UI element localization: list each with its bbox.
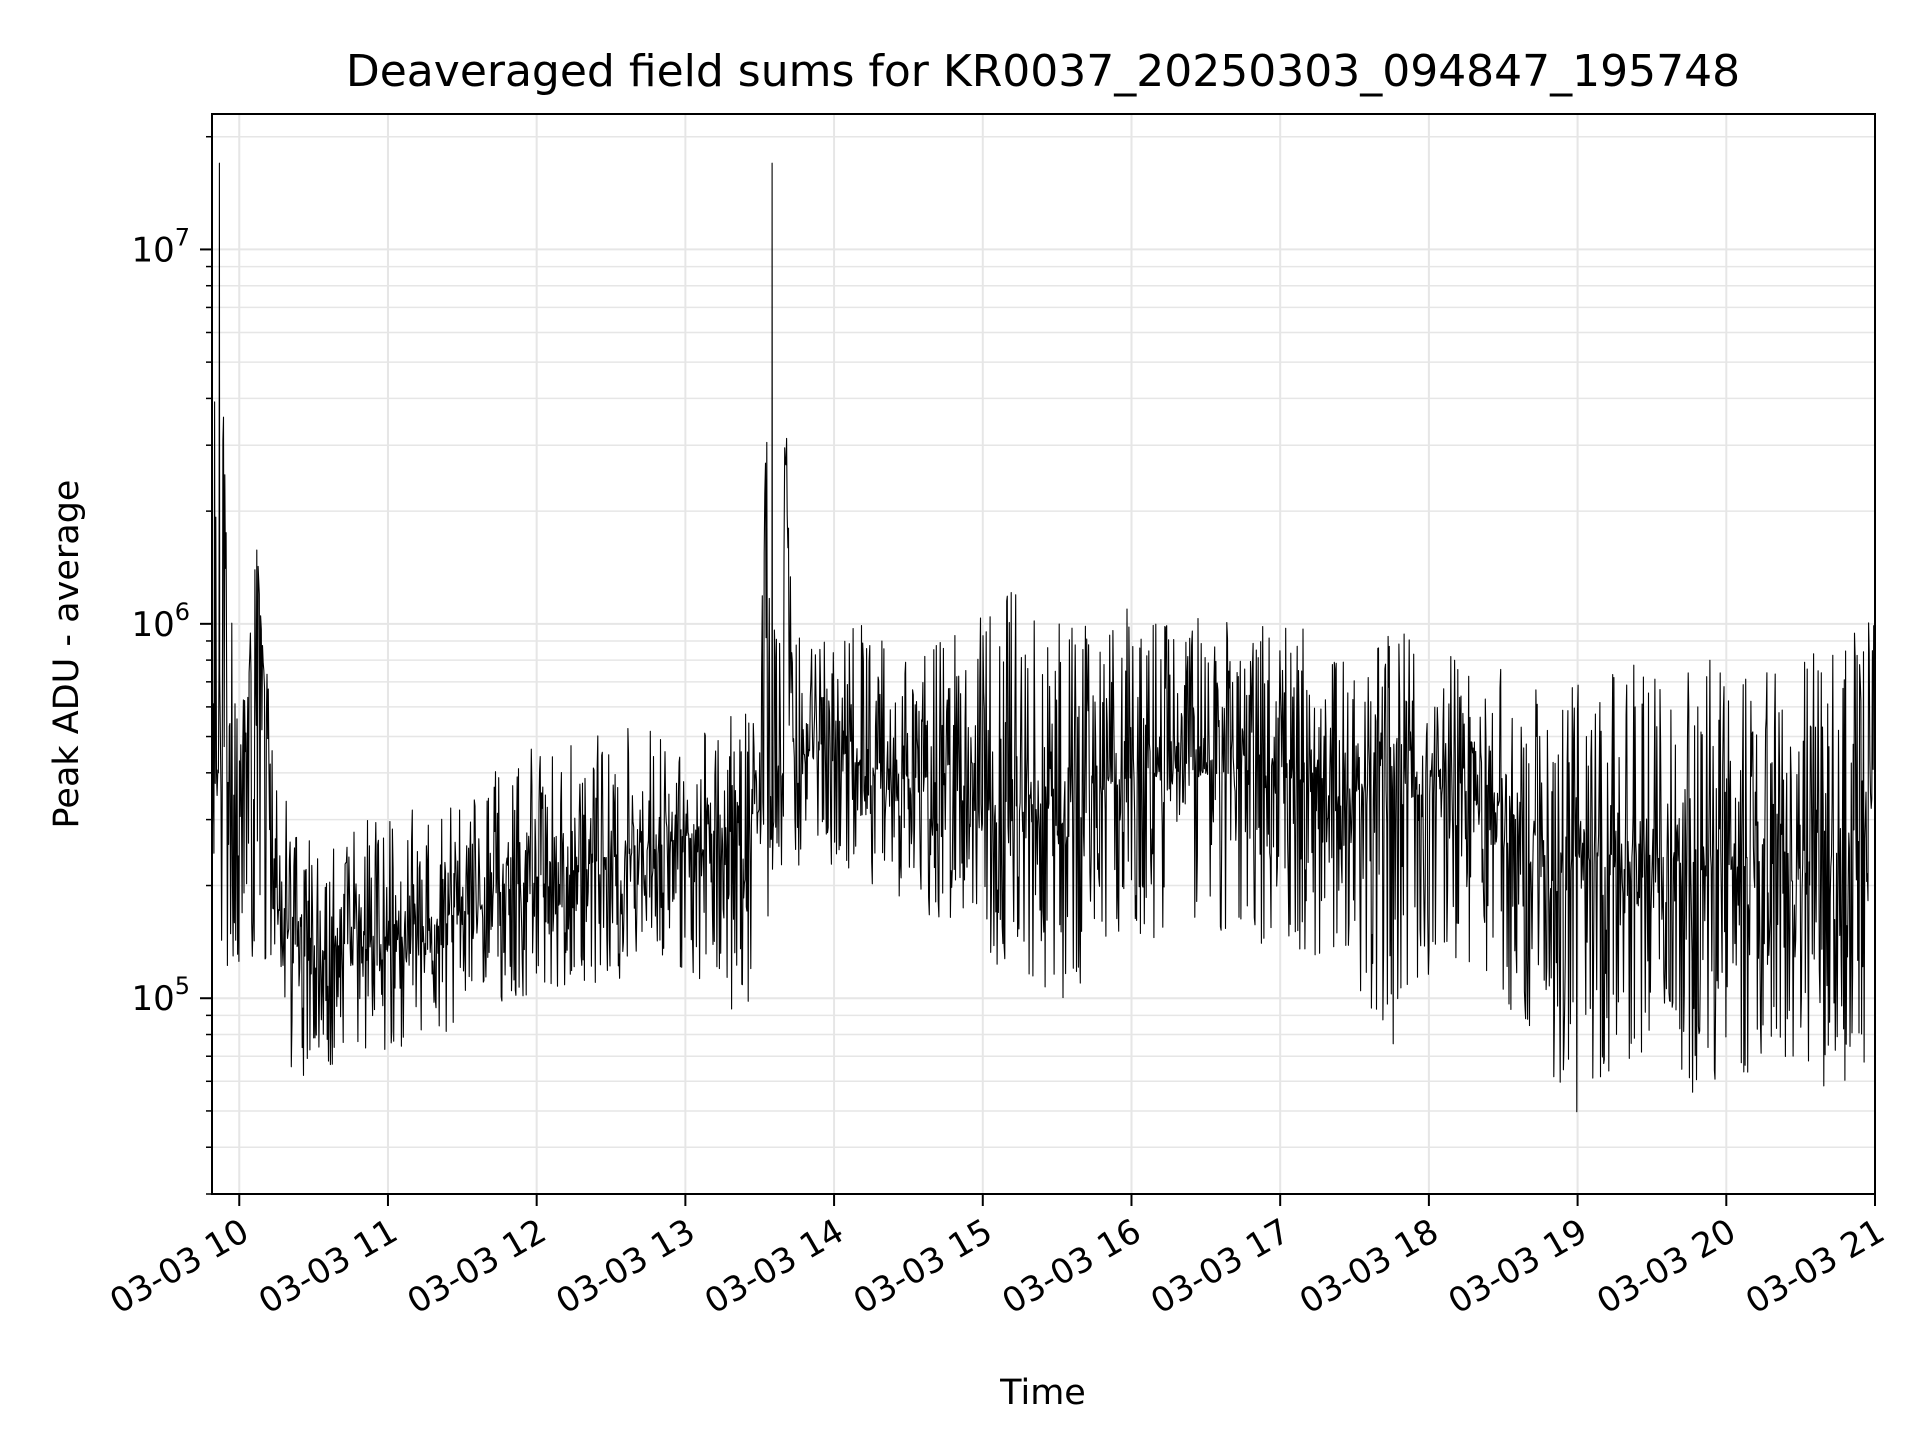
data-series bbox=[211, 162, 1876, 1113]
chart-title: Deaveraged field sums for KR0037_2025030… bbox=[346, 46, 1740, 97]
y-axis-ticks: 105 106 107 bbox=[131, 135, 212, 1195]
plot-frame bbox=[211, 113, 1876, 1195]
y-tick-label: 106 bbox=[131, 598, 190, 645]
y-tick-label: 107 bbox=[131, 223, 190, 270]
y-tick-label: 105 bbox=[131, 972, 190, 1019]
series-line bbox=[211, 162, 1876, 1113]
x-axis-label: Time bbox=[999, 1373, 1086, 1413]
y-axis-label: Peak ADU - average bbox=[47, 480, 87, 829]
